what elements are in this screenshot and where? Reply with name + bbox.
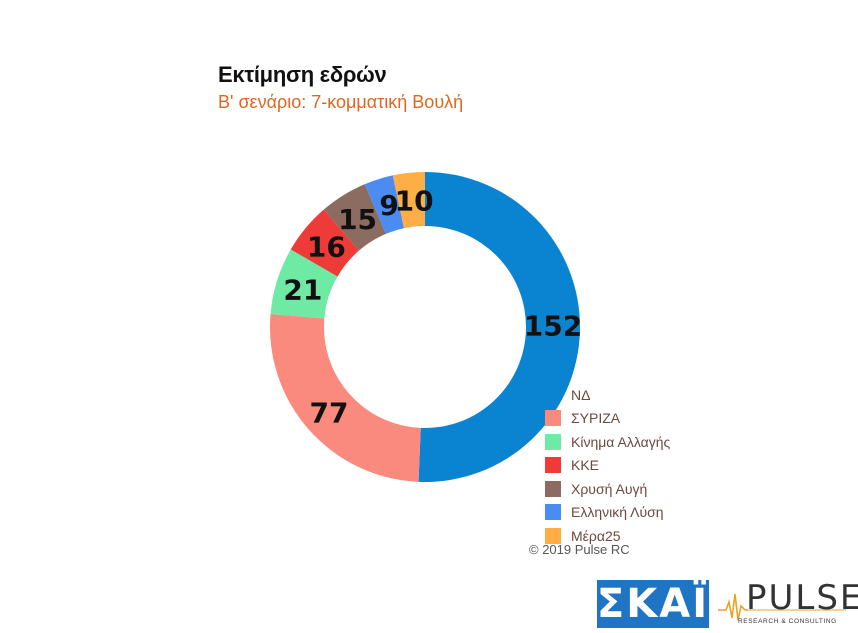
copyright-text: © 2019 Pulse RC bbox=[529, 542, 630, 557]
slice-label-4: 15 bbox=[338, 203, 377, 236]
legend-item-syriza: ΣΥΡΙΖΑ bbox=[545, 407, 670, 431]
legend-swatch bbox=[545, 504, 561, 521]
chart-title: Εκτίμηση εδρών bbox=[218, 62, 387, 87]
donut-slice-2 bbox=[270, 249, 338, 319]
legend-item-el: Ελληνική Λύση bbox=[545, 501, 670, 525]
legend-swatch bbox=[545, 527, 561, 544]
pulse-logo-tagline: RESEARCH & CONSULTING bbox=[738, 618, 837, 625]
slice-label-5: 9 bbox=[379, 189, 398, 222]
legend-label: Ελληνική Λύση bbox=[571, 504, 664, 521]
slice-label-6: 10 bbox=[395, 184, 434, 217]
pulse-wave-icon bbox=[718, 593, 846, 621]
skai-logo: ΣΚΑΪ bbox=[597, 580, 709, 628]
chart-subtitle: Β' σενάριο: 7-κομματική Βουλή bbox=[218, 92, 464, 112]
legend-swatch bbox=[545, 480, 561, 497]
legend-item-kinal: Κίνημα Αλλαγής bbox=[545, 430, 670, 454]
legend-label: ΚΚΕ bbox=[571, 457, 600, 474]
donut-slice-1 bbox=[270, 314, 421, 482]
pulse-logo: PULSE RESEARCH & CONSULTING bbox=[718, 578, 858, 628]
donut-slice-0 bbox=[418, 172, 581, 483]
legend-item-mera25: Μέρα25 bbox=[545, 524, 670, 548]
legend-label: Κίνημα Αλλαγής bbox=[571, 433, 671, 450]
slice-label-2: 21 bbox=[283, 274, 322, 307]
slice-label-0: 152 bbox=[524, 310, 582, 343]
legend-swatch bbox=[545, 457, 561, 474]
slice-label-3: 16 bbox=[307, 230, 346, 263]
donut-slice-5 bbox=[364, 175, 405, 234]
legend: ΝΔ ΣΥΡΙΖΑ Κίνημα Αλλαγής ΚΚΕ Χρυσή Αυγή … bbox=[545, 383, 670, 548]
legend-swatch bbox=[545, 410, 561, 427]
legend-label: ΝΔ bbox=[571, 386, 591, 403]
pulse-logo-text: PULSE bbox=[746, 578, 858, 618]
donut-slice-3 bbox=[290, 209, 360, 277]
legend-swatch bbox=[545, 433, 561, 450]
donut-slice-4 bbox=[323, 184, 386, 251]
legend-item-kke: ΚΚΕ bbox=[545, 454, 670, 478]
legend-label: Μέρα25 bbox=[571, 527, 621, 544]
skai-logo-text: ΣΚΑΪ bbox=[596, 581, 710, 627]
legend-label: Χρυσή Αυγή bbox=[571, 480, 648, 497]
donut-slice-6 bbox=[392, 172, 425, 229]
legend-item-nd: ΝΔ bbox=[545, 383, 670, 407]
slice-label-1: 77 bbox=[310, 397, 349, 430]
legend-item-xa: Χρυσή Αυγή bbox=[545, 477, 670, 501]
legend-label: ΣΥΡΙΖΑ bbox=[571, 410, 621, 427]
